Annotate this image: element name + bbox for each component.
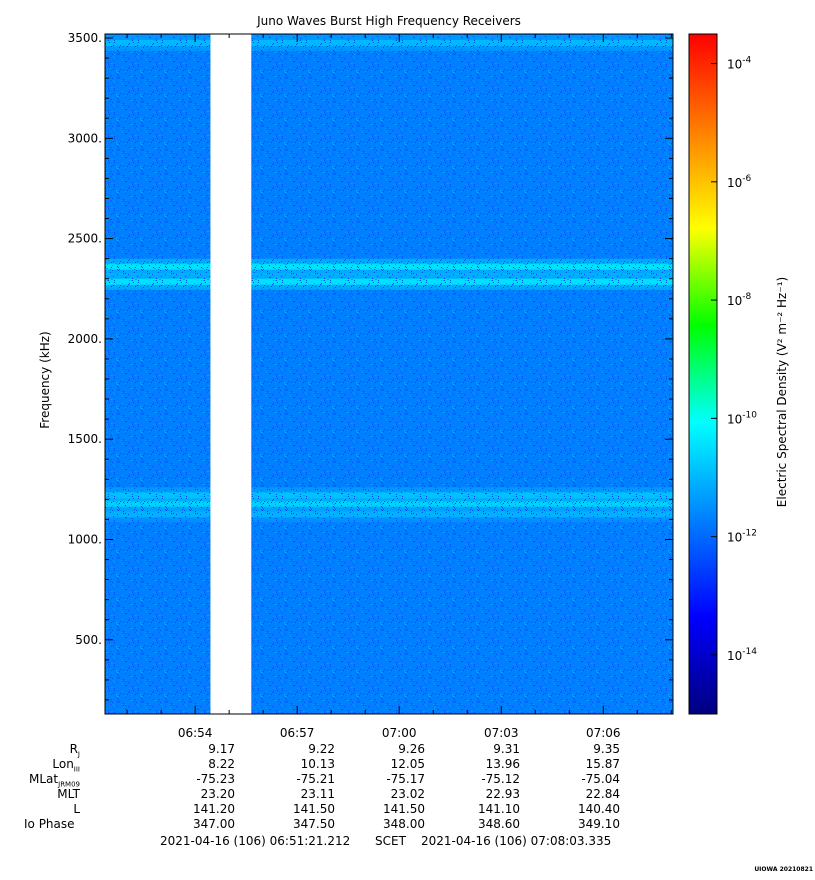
spectrogram-area [105,34,673,714]
ephemeris-value: 349.10 [578,817,620,831]
colorbar-gradient [688,33,718,715]
ephemeris-value: 12.05 [390,757,425,771]
y-tick-label: 3500. [68,31,102,45]
ephemeris-label: MLT [57,787,80,801]
ephemeris-label-subscript: III [73,765,80,774]
ephemeris-value: 23.02 [390,787,425,801]
ephemeris-value: 347.50 [293,817,335,831]
ephemeris-value: 10.13 [300,757,335,771]
ephemeris-value: 22.93 [485,787,520,801]
ephemeris-value: -75.17 [386,772,425,786]
ephemeris-value: 347.00 [193,817,235,831]
x-tick-label: 06:54 [178,726,213,740]
colorbar-tick-label: 10-12 [727,529,757,545]
y-axis-label: Frequency (kHz) [38,331,52,428]
ephemeris-value: 9.17 [208,742,235,756]
ephemeris-value: -75.12 [481,772,520,786]
colorbar-tick-exponent: -8 [742,292,751,302]
chart-title: Juno Waves Burst High Frequency Receiver… [256,14,521,28]
spectrogram-texture [105,34,673,714]
colorbar-tick-label: 10-6 [727,174,752,190]
colorbar-tick-label: 10-8 [727,292,752,308]
colorbar-label: Electric Spectral Density (V² m⁻² Hz⁻¹) [775,277,789,507]
ephemeris-value: 348.60 [478,817,520,831]
colorbar-tick-exponent: -6 [742,174,751,184]
axes: 500. 1000. 1500. 2000. 2500. 3000. 3500. 06:54 0… [68,31,674,740]
colorbar: 10-4 10-6 10-8 10-10 10-12 10-14 [688,33,757,715]
x-tick-label: 07:00 [382,726,417,740]
colorbar-tick-exponent: -12 [742,529,757,539]
x-tick-label: 07:03 [484,726,519,740]
ephemeris-value: 9.35 [593,742,620,756]
x-tick-label: 07:06 [586,726,621,740]
footer-start-time: 2021-04-16 (106) 06:51:21.212 [160,834,351,848]
ephemeris-value: -75.23 [196,772,235,786]
ephemeris-value: 141.10 [478,802,520,816]
ephemeris-value: 23.20 [200,787,235,801]
credit-stamp: UIOWA 20210821 [754,866,813,873]
ephemeris-value: -75.04 [581,772,620,786]
ephemeris-label-subscript: JRM09 [58,780,80,789]
ephemeris-label-subscript: J [77,750,80,759]
ephemeris-value: 23.11 [300,787,335,801]
ephemeris-label: L [73,802,80,816]
footer-scet: SCET [375,834,406,848]
ephemeris-value: 141.20 [193,802,235,816]
ephemeris-value: 9.26 [398,742,425,756]
ephemeris-value: 141.50 [293,802,335,816]
footer-end-time: 2021-04-16 (106) 07:08:03.335 [421,834,612,848]
ephemeris-value: 13.96 [485,757,520,771]
ephemeris-label: Io Phase [24,817,75,831]
colorbar-tick-exponent: -10 [742,410,757,420]
ephemeris-value: 140.40 [578,802,620,816]
plot-frame [104,33,674,715]
y-tick-label: 3000. [68,131,102,145]
ephemeris-label: MLatJRM09 [29,772,80,789]
x-tick-label: 06:57 [280,726,315,740]
ephemeris-value: 9.31 [493,742,520,756]
ephemeris-value: 8.22 [208,757,235,771]
colorbar-tick-label: 10-14 [727,647,757,663]
colorbar-tick-exponent: -4 [742,56,751,66]
data-gap [210,34,252,714]
ephemeris-value: -75.21 [296,772,335,786]
ephemeris-value: 348.00 [383,817,425,831]
ephemeris-value: 9.22 [308,742,335,756]
ephemeris-label: LonIII [52,757,80,774]
ephemeris-value: 15.87 [585,757,620,771]
y-tick-label: 500. [75,633,102,647]
y-tick-label: 2500. [68,232,102,246]
y-tick-label: 1500. [68,432,102,446]
ephemeris-value: 141.50 [383,802,425,816]
ephemeris-label: RJ [69,742,80,759]
ephemeris-value: 22.84 [585,787,620,801]
colorbar-tick-label: 10-10 [727,410,757,426]
colorbar-tick-label: 10-4 [727,56,752,72]
colorbar-tick-exponent: -14 [742,647,757,657]
y-tick-label: 1000. [68,532,102,546]
y-tick-label: 2000. [68,332,102,346]
